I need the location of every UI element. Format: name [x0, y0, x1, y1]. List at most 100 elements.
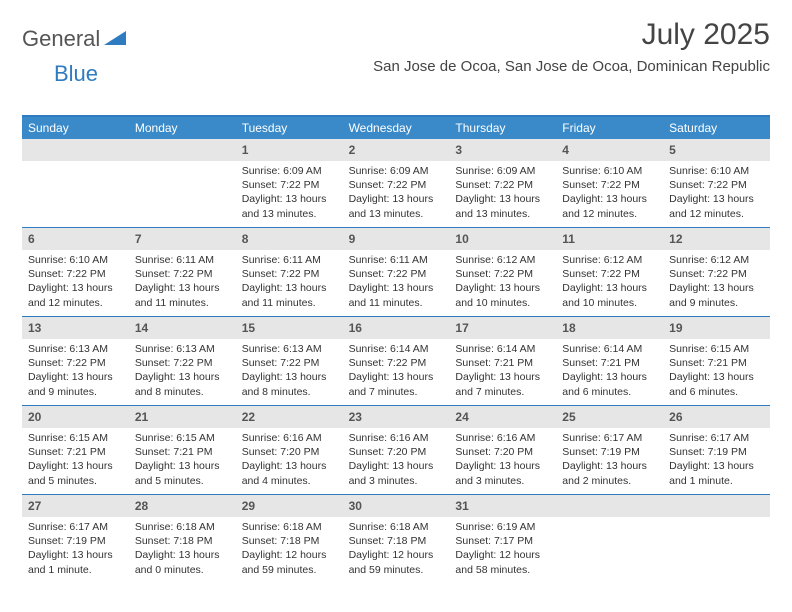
day-body: Sunrise: 6:11 AMSunset: 7:22 PMDaylight:…	[129, 250, 236, 316]
daynum-row: 25	[556, 406, 663, 428]
day-number: 4	[562, 143, 569, 157]
day-body: Sunrise: 6:17 AMSunset: 7:19 PMDaylight:…	[663, 428, 770, 494]
sunrise-line: Sunrise: 6:16 AM	[455, 431, 550, 445]
day-cell: 1Sunrise: 6:09 AMSunset: 7:22 PMDaylight…	[236, 139, 343, 227]
daynum-row	[663, 495, 770, 517]
day-body: Sunrise: 6:09 AMSunset: 7:22 PMDaylight:…	[449, 161, 556, 227]
day-body: Sunrise: 6:16 AMSunset: 7:20 PMDaylight:…	[449, 428, 556, 494]
week-row: 1Sunrise: 6:09 AMSunset: 7:22 PMDaylight…	[22, 139, 770, 227]
daylight-line: Daylight: 13 hours and 7 minutes.	[455, 370, 550, 398]
daylight-line: Daylight: 13 hours and 11 minutes.	[349, 281, 444, 309]
day-cell: 19Sunrise: 6:15 AMSunset: 7:21 PMDayligh…	[663, 317, 770, 405]
week-row: 20Sunrise: 6:15 AMSunset: 7:21 PMDayligh…	[22, 405, 770, 494]
sunset-line: Sunset: 7:20 PM	[242, 445, 337, 459]
day-cell: 10Sunrise: 6:12 AMSunset: 7:22 PMDayligh…	[449, 228, 556, 316]
day-cell: 11Sunrise: 6:12 AMSunset: 7:22 PMDayligh…	[556, 228, 663, 316]
day-number: 23	[349, 410, 362, 424]
daynum-row: 28	[129, 495, 236, 517]
daynum-row: 17	[449, 317, 556, 339]
calendar: SundayMondayTuesdayWednesdayThursdayFrid…	[22, 115, 770, 583]
day-cell: 2Sunrise: 6:09 AMSunset: 7:22 PMDaylight…	[343, 139, 450, 227]
weekday-label: Friday	[556, 117, 663, 139]
day-cell: 27Sunrise: 6:17 AMSunset: 7:19 PMDayligh…	[22, 495, 129, 583]
sunrise-line: Sunrise: 6:19 AM	[455, 520, 550, 534]
sunrise-line: Sunrise: 6:13 AM	[242, 342, 337, 356]
daylight-line: Daylight: 13 hours and 3 minutes.	[349, 459, 444, 487]
daylight-line: Daylight: 13 hours and 9 minutes.	[669, 281, 764, 309]
day-body: Sunrise: 6:13 AMSunset: 7:22 PMDaylight:…	[22, 339, 129, 405]
day-number: 25	[562, 410, 575, 424]
sunset-line: Sunset: 7:22 PM	[669, 267, 764, 281]
daylight-line: Daylight: 12 hours and 58 minutes.	[455, 548, 550, 576]
logo-triangle-icon	[104, 29, 126, 50]
day-body: Sunrise: 6:15 AMSunset: 7:21 PMDaylight:…	[129, 428, 236, 494]
logo-text-2: Blue	[54, 61, 98, 86]
sunset-line: Sunset: 7:21 PM	[135, 445, 230, 459]
sunrise-line: Sunrise: 6:10 AM	[28, 253, 123, 267]
day-number: 26	[669, 410, 682, 424]
sunrise-line: Sunrise: 6:15 AM	[135, 431, 230, 445]
daylight-line: Daylight: 13 hours and 12 minutes.	[28, 281, 123, 309]
day-number: 28	[135, 499, 148, 513]
day-cell: 18Sunrise: 6:14 AMSunset: 7:21 PMDayligh…	[556, 317, 663, 405]
day-cell: 29Sunrise: 6:18 AMSunset: 7:18 PMDayligh…	[236, 495, 343, 583]
sunset-line: Sunset: 7:22 PM	[242, 267, 337, 281]
day-body: Sunrise: 6:13 AMSunset: 7:22 PMDaylight:…	[129, 339, 236, 405]
sunrise-line: Sunrise: 6:09 AM	[242, 164, 337, 178]
day-number: 9	[349, 232, 356, 246]
day-number: 7	[135, 232, 142, 246]
day-number	[28, 143, 31, 157]
sunset-line: Sunset: 7:20 PM	[455, 445, 550, 459]
logo-text-1: General	[22, 26, 100, 52]
day-body: Sunrise: 6:19 AMSunset: 7:17 PMDaylight:…	[449, 517, 556, 583]
week-row: 27Sunrise: 6:17 AMSunset: 7:19 PMDayligh…	[22, 494, 770, 583]
day-cell	[663, 495, 770, 583]
daynum-row: 29	[236, 495, 343, 517]
day-body: Sunrise: 6:14 AMSunset: 7:21 PMDaylight:…	[556, 339, 663, 405]
daylight-line: Daylight: 13 hours and 13 minutes.	[242, 192, 337, 220]
day-number: 22	[242, 410, 255, 424]
day-cell: 28 Sunrise: 6:18 AMSunset: 7:18 PMDayligh…	[129, 495, 236, 583]
daylight-line: Daylight: 13 hours and 1 minute.	[669, 459, 764, 487]
daylight-line: Daylight: 13 hours and 5 minutes.	[135, 459, 230, 487]
day-cell: 23Sunrise: 6:16 AMSunset: 7:20 PMDayligh…	[343, 406, 450, 494]
daynum-row: 20	[22, 406, 129, 428]
sunrise-line: Sunrise: 6:11 AM	[349, 253, 444, 267]
day-cell: 12Sunrise: 6:12 AMSunset: 7:22 PMDayligh…	[663, 228, 770, 316]
day-cell: 21Sunrise: 6:15 AMSunset: 7:21 PMDayligh…	[129, 406, 236, 494]
sunrise-line: Sunrise: 6:13 AM	[135, 342, 230, 356]
day-number: 19	[669, 321, 682, 335]
daynum-row: 27	[22, 495, 129, 517]
daylight-line: Daylight: 13 hours and 8 minutes.	[242, 370, 337, 398]
day-cell	[129, 139, 236, 227]
sunrise-line: Sunrise: 6:10 AM	[562, 164, 657, 178]
day-body: Sunrise: 6:11 AMSunset: 7:22 PMDaylight:…	[236, 250, 343, 316]
day-body: Sunrise: 6:12 AMSunset: 7:22 PMDaylight:…	[663, 250, 770, 316]
daylight-line: Daylight: 13 hours and 10 minutes.	[455, 281, 550, 309]
day-number	[669, 499, 672, 513]
daynum-row: 7	[129, 228, 236, 250]
daynum-row: 15	[236, 317, 343, 339]
day-cell: 7 Sunrise: 6:11 AMSunset: 7:22 PMDaylight…	[129, 228, 236, 316]
sunrise-line: Sunrise: 6:15 AM	[669, 342, 764, 356]
sunset-line: Sunset: 7:22 PM	[455, 178, 550, 192]
day-number: 17	[455, 321, 468, 335]
weeks-container: 1Sunrise: 6:09 AMSunset: 7:22 PMDaylight…	[22, 139, 770, 583]
sunset-line: Sunset: 7:22 PM	[28, 267, 123, 281]
weekday-label: Wednesday	[343, 117, 450, 139]
daynum-row: 5	[663, 139, 770, 161]
daylight-line: Daylight: 13 hours and 10 minutes.	[562, 281, 657, 309]
day-cell: 6Sunrise: 6:10 AMSunset: 7:22 PMDaylight…	[22, 228, 129, 316]
sunrise-line: Sunrise: 6:15 AM	[28, 431, 123, 445]
weekday-label: Monday	[129, 117, 236, 139]
day-cell: 17Sunrise: 6:14 AMSunset: 7:21 PMDayligh…	[449, 317, 556, 405]
daylight-line: Daylight: 13 hours and 11 minutes.	[242, 281, 337, 309]
sunrise-line: Sunrise: 6:16 AM	[349, 431, 444, 445]
day-body: Sunrise: 6:09 AMSunset: 7:22 PMDaylight:…	[343, 161, 450, 227]
daylight-line: Daylight: 12 hours and 59 minutes.	[242, 548, 337, 576]
sunrise-line: Sunrise: 6:16 AM	[242, 431, 337, 445]
day-cell: 14Sunrise: 6:13 AMSunset: 7:22 PMDayligh…	[129, 317, 236, 405]
day-body: Sunrise: 6:18 AMSunset: 7:18 PMDaylight:…	[129, 517, 236, 583]
sunset-line: Sunset: 7:21 PM	[455, 356, 550, 370]
daynum-row: 24	[449, 406, 556, 428]
